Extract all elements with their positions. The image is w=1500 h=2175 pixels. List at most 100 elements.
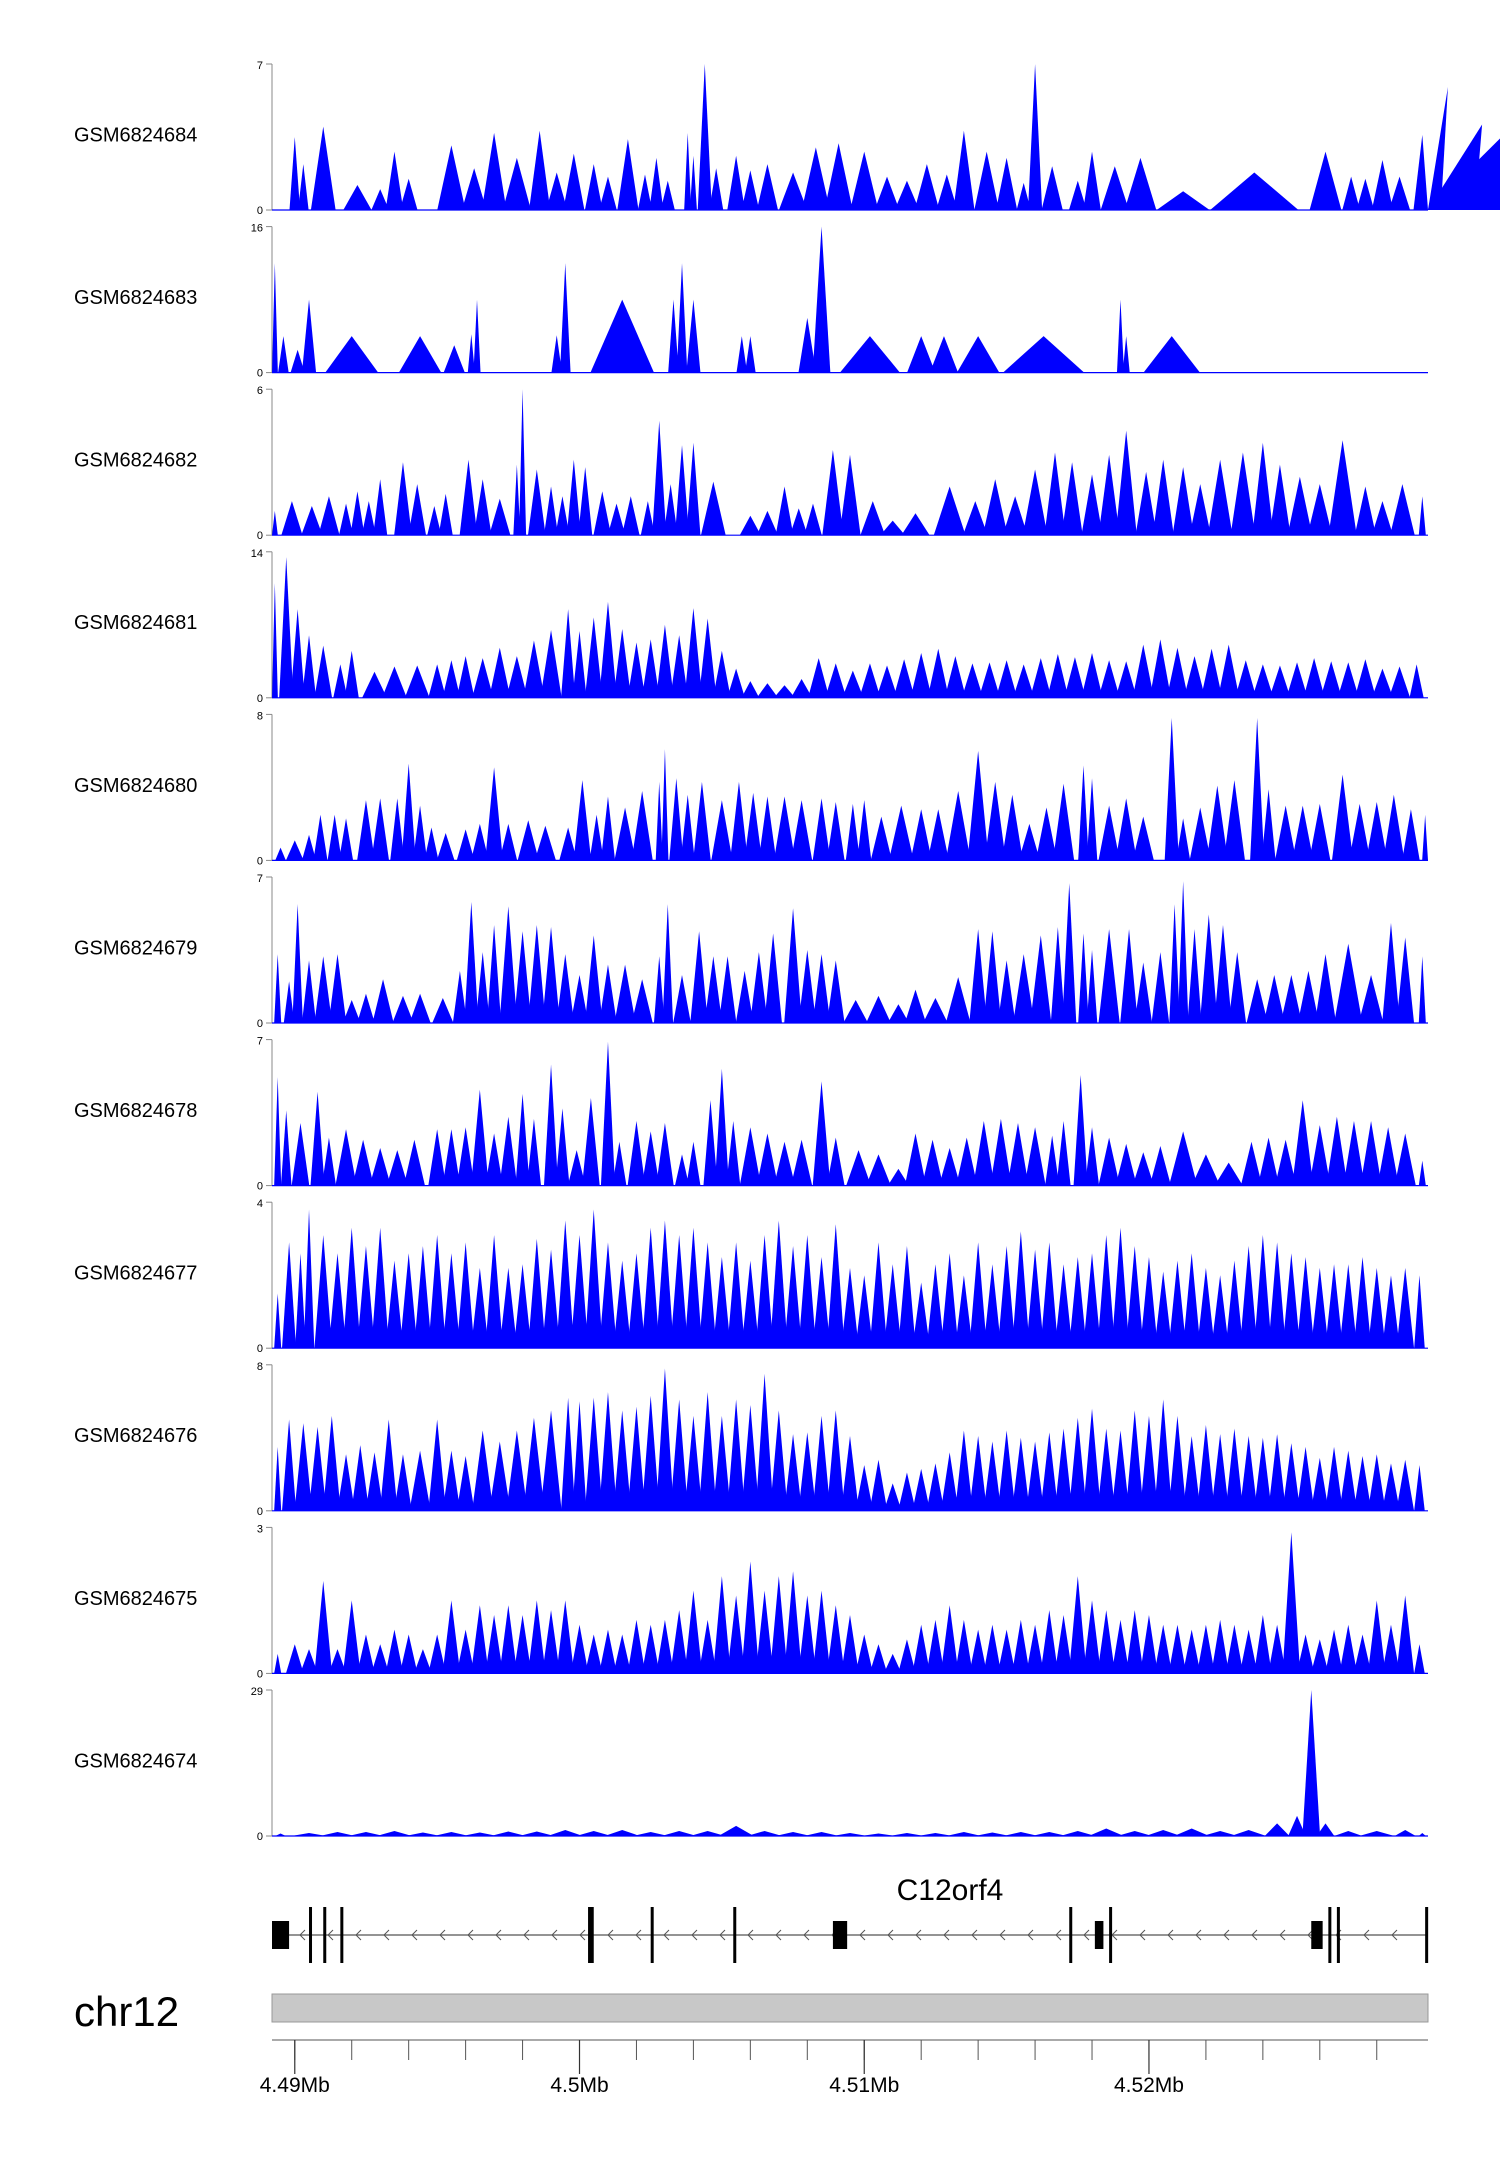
coverage-peak bbox=[502, 157, 531, 210]
coverage-peak bbox=[442, 1600, 461, 1674]
coverage-peak bbox=[551, 335, 563, 373]
coverage-peak bbox=[888, 805, 914, 861]
coverage-peak bbox=[1135, 471, 1157, 536]
coverage-peak bbox=[542, 927, 560, 1023]
coverage-peak bbox=[556, 1220, 575, 1349]
coverage-peak bbox=[912, 1282, 931, 1349]
coverage-peak bbox=[612, 1141, 627, 1186]
track-ymin-label: 0 bbox=[257, 1343, 263, 1355]
coverage-peak bbox=[1068, 180, 1087, 210]
coverage-peak bbox=[1030, 935, 1052, 1023]
coverage-peak bbox=[487, 924, 502, 1023]
coverage-peak bbox=[1140, 1615, 1158, 1674]
coverage-peak bbox=[1098, 454, 1120, 536]
genomic-axis: 4.49Mb 4.5Mb 4.51Mb 4.52Mb bbox=[260, 2039, 1428, 2097]
coverage-peak bbox=[275, 1833, 286, 1836]
coverage-peak bbox=[841, 1615, 859, 1674]
coverage-peak bbox=[926, 1463, 945, 1511]
coverage-peak bbox=[1183, 656, 1206, 698]
coverage-peak bbox=[956, 1137, 978, 1186]
coverage-peak bbox=[314, 1235, 333, 1349]
coverage-peak bbox=[342, 1227, 361, 1349]
gene-exon bbox=[650, 1907, 654, 1963]
coverage-peak bbox=[1060, 1830, 1096, 1836]
coverage-peak bbox=[939, 1148, 961, 1186]
coverage-peak bbox=[1097, 1235, 1116, 1349]
coverage-peak bbox=[641, 1395, 660, 1511]
coverage-peak bbox=[784, 1434, 802, 1511]
coverage-peak bbox=[866, 995, 891, 1023]
gene-exon bbox=[272, 1921, 290, 1949]
coverage-peak bbox=[912, 1624, 931, 1674]
coverage-peak bbox=[303, 1209, 315, 1349]
coverage-peak bbox=[869, 1644, 888, 1674]
track-name-label: GSM6824678 bbox=[74, 1100, 197, 1122]
coverage-peak bbox=[274, 954, 282, 1023]
coverage-peak bbox=[969, 1242, 987, 1349]
coverage-peak bbox=[956, 336, 1000, 373]
gene-exon bbox=[323, 1907, 327, 1963]
coverage-peak bbox=[428, 664, 446, 698]
coverage-peak bbox=[1149, 1145, 1171, 1186]
strand-arrow bbox=[1139, 1929, 1146, 1941]
coverage-peak bbox=[727, 1595, 745, 1674]
coverage-peak bbox=[912, 1468, 931, 1511]
coverage-peak bbox=[499, 823, 518, 861]
coverage-peak bbox=[301, 834, 317, 861]
coverage-peak bbox=[775, 486, 794, 536]
coverage-peak bbox=[866, 1154, 891, 1186]
coverage-peak bbox=[438, 493, 453, 536]
coverage-peak bbox=[1056, 1120, 1071, 1186]
coverage-peak bbox=[1068, 1256, 1087, 1349]
coverage-peak bbox=[698, 1619, 717, 1674]
coverage-peak bbox=[1115, 1143, 1137, 1186]
coverage-peak bbox=[775, 1831, 811, 1836]
coverage-peak bbox=[584, 1397, 603, 1511]
coverage-peak bbox=[698, 1392, 717, 1511]
axis-tick-label: 4.49Mb bbox=[260, 2074, 330, 2097]
coverage-peak bbox=[698, 618, 717, 698]
coverage-peak bbox=[314, 956, 333, 1023]
coverage-peak bbox=[540, 1410, 562, 1511]
coverage-peak bbox=[485, 767, 503, 861]
strand-arrow bbox=[663, 1929, 670, 1941]
coverage-peak bbox=[1360, 1120, 1382, 1186]
coverage-peak bbox=[1174, 1828, 1210, 1836]
coverage-peak bbox=[436, 833, 455, 861]
coverage-peak bbox=[680, 794, 695, 861]
track-name-label: GSM6824679 bbox=[74, 937, 197, 959]
coverage-peak bbox=[1012, 1619, 1030, 1674]
coverage-peak bbox=[408, 484, 427, 536]
coverage-peak bbox=[275, 847, 286, 861]
coverage-peak bbox=[953, 130, 975, 210]
coverage-peak bbox=[590, 299, 654, 373]
strand-arrow bbox=[1279, 1929, 1286, 1941]
coverage-peak bbox=[1282, 1532, 1301, 1674]
coverage-peak bbox=[1182, 1253, 1201, 1349]
coverage-peak bbox=[1206, 785, 1228, 861]
coverage-peak bbox=[1309, 1125, 1331, 1186]
coverage-peak bbox=[1286, 662, 1308, 698]
coverage-peak bbox=[727, 1242, 745, 1349]
track-name-label: GSM6824676 bbox=[74, 1425, 197, 1447]
coverage-peak bbox=[901, 513, 930, 536]
coverage-peak bbox=[784, 908, 802, 1023]
coverage-peak bbox=[499, 1116, 518, 1186]
coverage-peak bbox=[1125, 1610, 1144, 1674]
coverage-peak bbox=[1035, 807, 1058, 861]
coverage-peak bbox=[843, 1000, 869, 1023]
track-ymax-label: 8 bbox=[257, 1361, 263, 1373]
track-name-label: GSM6824680 bbox=[74, 775, 197, 797]
coverage-peak bbox=[1396, 1595, 1415, 1674]
coverage-peak bbox=[1003, 336, 1085, 373]
coverage-peak bbox=[655, 781, 663, 861]
coverage-peak bbox=[969, 1435, 987, 1511]
coverage-peak bbox=[1197, 1624, 1215, 1674]
coverage-peak bbox=[274, 1293, 282, 1349]
coverage-peak bbox=[1098, 1137, 1120, 1186]
track-name-label: GSM6824682 bbox=[74, 450, 197, 472]
coverage-peak bbox=[713, 650, 731, 698]
coverage-peak bbox=[704, 956, 723, 1023]
coverage-peak bbox=[726, 1120, 741, 1186]
coverage-peak bbox=[357, 800, 375, 861]
